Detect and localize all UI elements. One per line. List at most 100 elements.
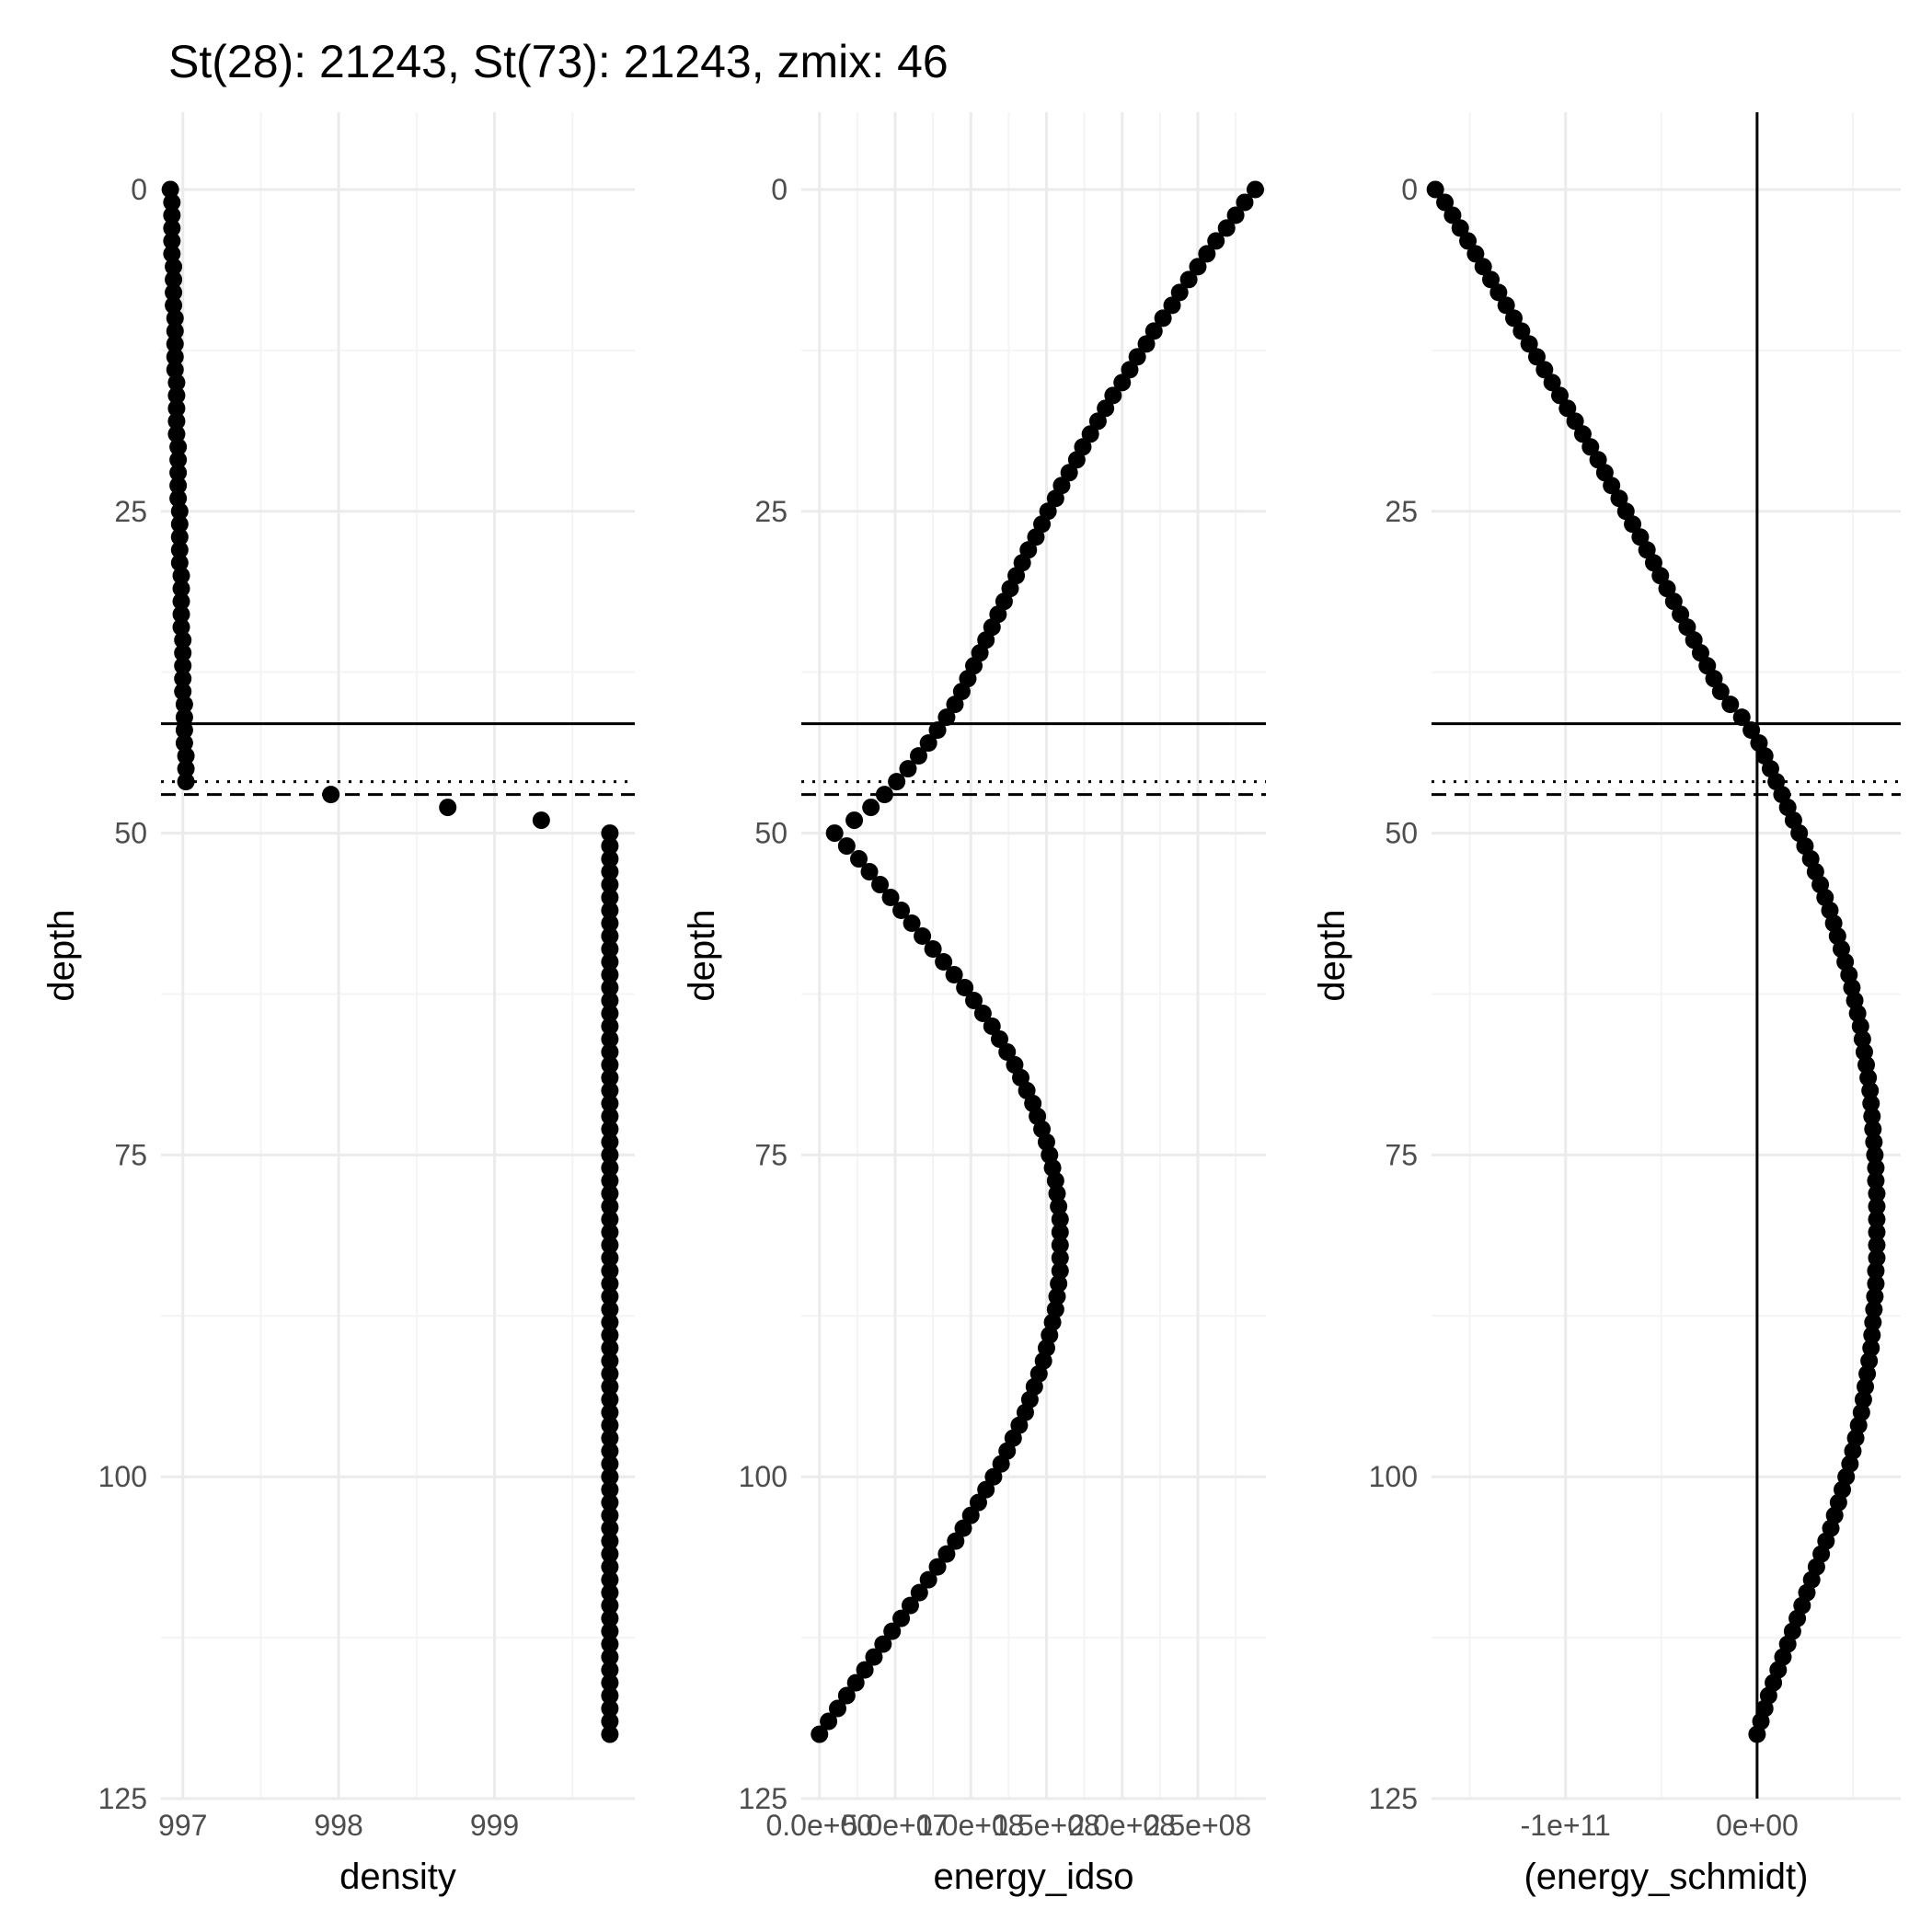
- data-point: [910, 1583, 928, 1602]
- data-point: [1520, 335, 1538, 353]
- data-point: [860, 863, 879, 881]
- x-tick-label: 0e+00: [1716, 1809, 1799, 1842]
- data-point: [1644, 554, 1662, 572]
- data-point: [1246, 180, 1264, 199]
- y-tick-label: 50: [114, 817, 147, 850]
- data-point: [1851, 1017, 1869, 1035]
- data-point: [1088, 412, 1107, 431]
- data-point: [601, 1133, 619, 1151]
- data-point: [601, 1403, 619, 1421]
- data-point: [601, 1145, 619, 1164]
- x-axis-label: energy_idso: [934, 1857, 1134, 1897]
- data-point: [601, 1648, 619, 1666]
- data-point: [1121, 361, 1139, 379]
- x-tick-label: 5.0e+07: [842, 1809, 949, 1842]
- data-point: [1631, 528, 1650, 546]
- data-point: [1867, 1274, 1885, 1293]
- data-point: [1862, 1094, 1880, 1112]
- y-axis-label: depth: [682, 909, 722, 1001]
- data-point: [601, 1467, 619, 1486]
- data-point: [172, 618, 190, 637]
- data-point: [601, 1068, 619, 1087]
- data-point: [174, 670, 192, 688]
- y-tick-label: 25: [114, 495, 147, 528]
- data-point: [1050, 1274, 1068, 1293]
- data-point: [1672, 605, 1690, 624]
- data-point: [601, 1210, 619, 1228]
- data-point: [601, 1326, 619, 1344]
- data-point: [1436, 193, 1455, 212]
- data-point: [1550, 386, 1569, 405]
- x-tick-label: 999: [470, 1809, 519, 1842]
- data-point: [1862, 1339, 1880, 1357]
- data-point: [820, 1712, 838, 1731]
- data-point: [945, 965, 963, 983]
- data-point: [1861, 1081, 1880, 1099]
- data-point: [825, 824, 844, 843]
- data-point: [167, 399, 186, 418]
- data-point: [601, 1506, 619, 1524]
- data-point: [1505, 309, 1524, 328]
- data-point: [1489, 283, 1508, 302]
- y-tick-label: 50: [754, 817, 788, 850]
- data-point: [166, 322, 184, 340]
- y-axis-label: depth: [41, 909, 82, 1001]
- data-point: [601, 1364, 619, 1383]
- data-point: [1855, 1042, 1873, 1061]
- data-point: [167, 374, 186, 392]
- data-point: [837, 1686, 856, 1705]
- data-point: [601, 1532, 619, 1550]
- data-point: [1624, 515, 1642, 534]
- data-point: [1705, 670, 1723, 688]
- data-point: [1573, 425, 1592, 443]
- data-point: [601, 1725, 619, 1743]
- data-point: [170, 554, 189, 572]
- data-point: [601, 1429, 619, 1447]
- data-point: [601, 1158, 619, 1177]
- data-point: [937, 708, 956, 727]
- data-point: [1137, 335, 1156, 353]
- data-point: [881, 889, 900, 907]
- data-point: [875, 786, 893, 804]
- data-point: [924, 940, 942, 959]
- data-point: [167, 386, 186, 405]
- data-point: [1527, 348, 1546, 366]
- data-point: [1226, 206, 1245, 224]
- x-axis-label: (energy_schmidt): [1524, 1857, 1808, 1897]
- data-point: [170, 515, 189, 534]
- y-tick-label: 125: [739, 1782, 788, 1815]
- data-point: [1616, 502, 1635, 521]
- data-point: [1865, 1300, 1883, 1318]
- data-point: [954, 1519, 972, 1537]
- y-tick-label: 0: [1401, 173, 1418, 206]
- y-tick-label: 75: [114, 1138, 147, 1171]
- data-point: [935, 952, 953, 971]
- data-point: [998, 1042, 1017, 1061]
- data-point: [892, 1609, 911, 1627]
- data-point: [1595, 464, 1614, 482]
- data-point: [1050, 1197, 1068, 1215]
- data-point: [837, 837, 856, 856]
- y-tick-label: 0: [131, 173, 147, 206]
- data-point: [601, 991, 619, 1009]
- data-point: [601, 1184, 619, 1202]
- data-point: [601, 889, 619, 907]
- data-point: [601, 1248, 619, 1267]
- data-point: [1543, 374, 1561, 392]
- data-point: [1864, 1120, 1882, 1138]
- y-tick-label: 75: [754, 1138, 788, 1171]
- y-tick-label: 0: [771, 173, 788, 206]
- data-point: [1651, 567, 1670, 585]
- data-point: [601, 876, 619, 894]
- data-point: [1144, 322, 1163, 340]
- data-point: [601, 978, 619, 996]
- data-point: [1748, 1725, 1766, 1743]
- data-point: [969, 1493, 987, 1512]
- data-point: [1081, 425, 1099, 443]
- data-point: [601, 1416, 619, 1434]
- data-point: [174, 657, 192, 675]
- data-point: [973, 1004, 992, 1022]
- data-point: [1497, 296, 1515, 315]
- panel-1: 0 25 50 75 100 125 997 998 999 density depth: [41, 112, 635, 1897]
- data-point: [1451, 219, 1469, 237]
